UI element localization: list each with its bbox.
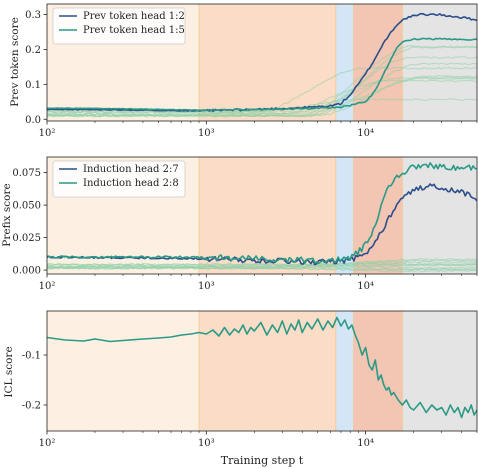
y-tick-label: 0.050: [12, 201, 41, 212]
background-head-line: [47, 257, 477, 267]
axes-frame: [46, 310, 478, 432]
phase-band: [335, 157, 354, 274]
series-lines: [47, 316, 477, 419]
background-head-line: [47, 45, 477, 118]
x-tick-label: 10⁴: [357, 438, 374, 449]
legend-box: [52, 160, 186, 198]
phase-band: [335, 311, 354, 431]
background-head-line: [47, 79, 477, 116]
legend-label: Induction head 2:8: [83, 178, 179, 189]
panel-icl: -0.1 -0.2 10² 10³ 10⁴ ICL score: [3, 310, 478, 449]
x-axis-label: Training step t: [221, 454, 304, 467]
background-head-line: [47, 266, 477, 273]
y-axis-label: ICL score: [3, 346, 15, 397]
x-tick-label: 10³: [198, 128, 215, 139]
x-ticks: 10² 10³ 10⁴: [39, 274, 478, 292]
background-heads: [47, 257, 477, 273]
x-tick-label: 10⁴: [357, 281, 374, 292]
legend-box: [52, 7, 186, 45]
series-line: [47, 316, 477, 419]
legend: Induction head 2:7 Induction head 2:8: [52, 160, 186, 198]
legend-label: Prev token head 1:5: [83, 25, 185, 36]
y-axis-label: Prev token score: [9, 17, 21, 107]
y-ticks: 0.0 0.1 0.2 0.3: [25, 10, 47, 126]
phase-band: [402, 4, 477, 121]
phase-band: [353, 311, 403, 431]
axes-frame: [46, 3, 478, 122]
panel-prev-token: 0.00.10.20.3 10² 10³ 10⁴ Prev token score …: [9, 3, 478, 139]
x-tick-label: 10²: [39, 438, 56, 449]
y-ticks: 0.000 0.025 0.050 0.075: [12, 168, 47, 277]
phase-band: [199, 4, 336, 121]
x-tick-label: 10³: [198, 438, 215, 449]
background-heads: [47, 45, 477, 118]
y-ticks: -0.1 -0.2: [22, 351, 47, 412]
x-tick-label: 10⁴: [357, 128, 374, 139]
series-lines: [47, 12, 477, 112]
phase-band: [199, 157, 336, 274]
series-line: [47, 162, 477, 265]
y-tick-label: 0.1: [25, 80, 41, 91]
phase-band: [47, 311, 200, 431]
axes-frame: [46, 156, 478, 275]
x-ticks: 10² 10³ 10⁴: [39, 431, 478, 449]
phase-band: [402, 157, 477, 274]
x-tick-label: 10²: [39, 281, 56, 292]
series-line: [47, 37, 477, 112]
panel-prefix: 0.000 0.025 0.050 0.075 10² 10³ 10⁴ Prefix sc…: [1, 156, 478, 292]
phase-band: [199, 311, 336, 431]
phase-bands: [47, 311, 477, 431]
x-ticks: 10² 10³ 10⁴: [39, 121, 478, 139]
x-tick-label: 10²: [39, 128, 56, 139]
y-tick-label: -0.2: [22, 401, 41, 412]
y-axis-label: Prefix score: [1, 183, 13, 246]
y-tick-label: 0.025: [12, 233, 41, 244]
x-tick-label: 10³: [198, 281, 215, 292]
y-tick-label: 0.0: [25, 115, 41, 126]
y-tick-label: 0.2: [25, 45, 41, 56]
legend: Prev token head 1:2 Prev token head 1:5: [52, 7, 186, 45]
series-lines: [47, 162, 477, 266]
series-line: [47, 183, 477, 266]
y-tick-label: 0.000: [12, 266, 41, 277]
y-tick-label: 0.075: [12, 168, 41, 179]
legend-label: Induction head 2:7: [83, 164, 179, 175]
background-head-line: [47, 76, 477, 115]
legend-label: Prev token head 1:2: [83, 11, 185, 22]
y-tick-label: -0.1: [22, 351, 41, 362]
y-tick-label: 0.3: [25, 10, 41, 21]
phase-band: [402, 311, 477, 431]
series-line: [47, 12, 477, 112]
